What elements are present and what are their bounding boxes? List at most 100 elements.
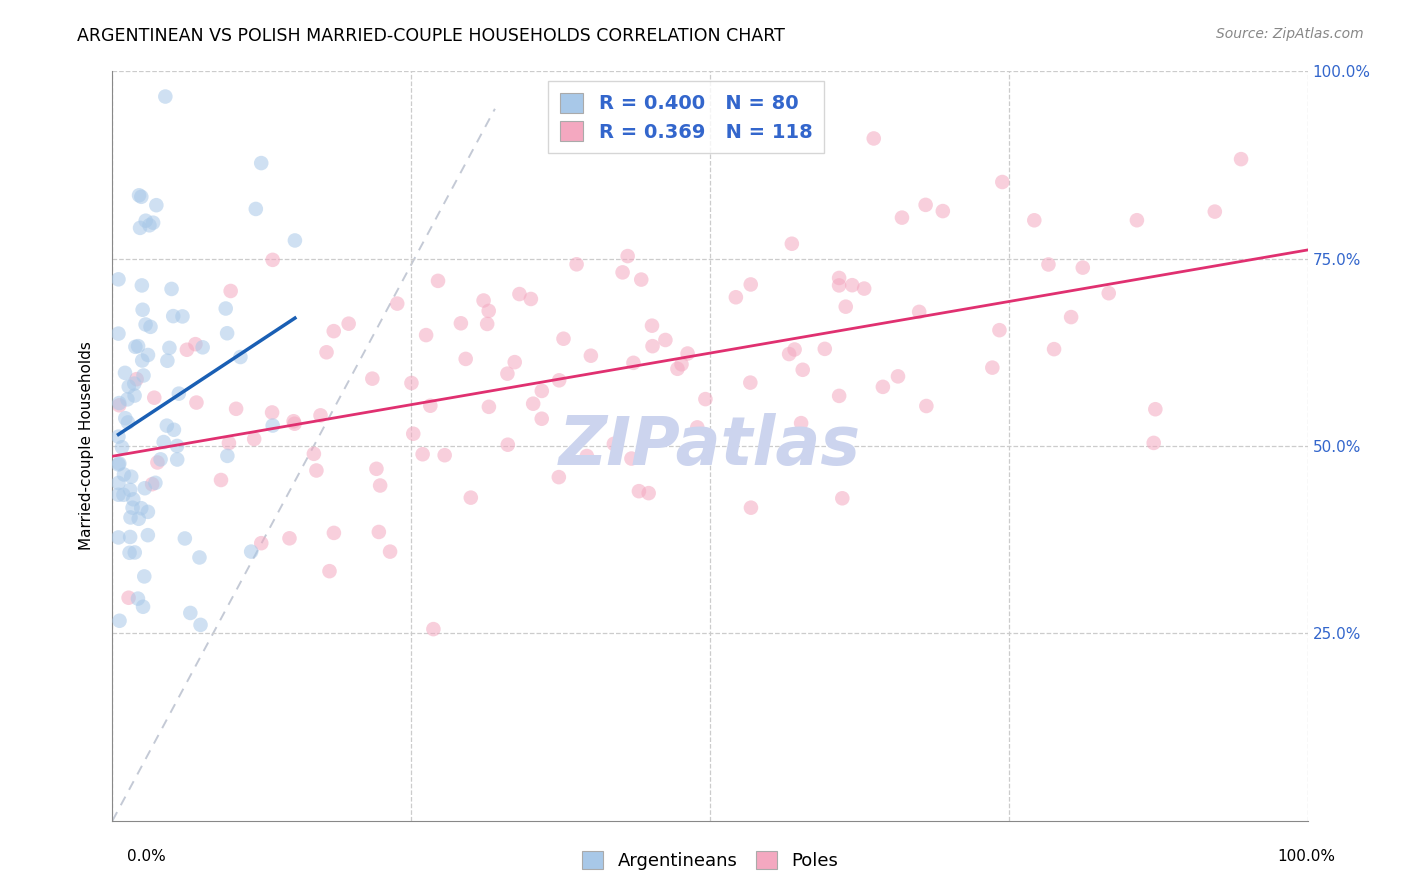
- Point: [111, 440, 134, 454]
- Point: [778, 347, 800, 361]
- Point: [671, 357, 693, 371]
- Point: [1126, 213, 1149, 227]
- Point: [117, 416, 139, 430]
- Point: [828, 271, 851, 285]
- Point: [322, 525, 344, 540]
- Point: [243, 432, 266, 446]
- Point: [108, 457, 131, 471]
- Point: [108, 398, 131, 412]
- Point: [579, 349, 602, 363]
- Point: [107, 475, 129, 490]
- Point: [401, 376, 423, 390]
- Point: [641, 339, 664, 353]
- Point: [156, 353, 179, 368]
- Point: [419, 399, 441, 413]
- Point: [136, 505, 159, 519]
- Point: [219, 284, 242, 298]
- Point: [262, 252, 284, 267]
- Point: [641, 318, 664, 333]
- Point: [128, 188, 150, 202]
- Point: [315, 345, 337, 359]
- Point: [191, 340, 214, 354]
- Point: [209, 473, 232, 487]
- Point: [120, 469, 142, 483]
- Point: [229, 350, 252, 364]
- Point: [172, 310, 194, 324]
- Point: [366, 462, 388, 476]
- Point: [225, 401, 247, 416]
- Point: [472, 293, 495, 308]
- Point: [124, 388, 146, 402]
- Point: [1038, 257, 1060, 271]
- Point: [143, 391, 166, 405]
- Point: [149, 452, 172, 467]
- Point: [841, 278, 863, 293]
- Point: [548, 373, 571, 387]
- Point: [309, 409, 332, 423]
- Point: [666, 361, 689, 376]
- Point: [988, 323, 1011, 337]
- Point: [530, 384, 553, 398]
- Point: [367, 524, 389, 539]
- Point: [127, 591, 149, 606]
- Point: [108, 396, 131, 410]
- Point: [107, 488, 129, 502]
- Point: [142, 216, 165, 230]
- Point: [322, 324, 344, 338]
- Point: [991, 175, 1014, 189]
- Point: [612, 265, 634, 279]
- Point: [676, 346, 699, 360]
- Point: [337, 317, 360, 331]
- Point: [654, 333, 676, 347]
- Point: [623, 356, 645, 370]
- Point: [740, 277, 762, 292]
- Point: [166, 452, 188, 467]
- Point: [914, 198, 936, 212]
- Point: [129, 220, 152, 235]
- Point: [630, 272, 652, 286]
- Point: [131, 278, 153, 293]
- Point: [134, 569, 156, 583]
- Point: [176, 343, 198, 357]
- Point: [125, 372, 148, 386]
- Point: [402, 426, 425, 441]
- Point: [217, 449, 239, 463]
- Point: [112, 467, 135, 482]
- Point: [146, 455, 169, 469]
- Point: [828, 278, 851, 293]
- Point: [835, 300, 858, 314]
- Point: [156, 418, 179, 433]
- Point: [162, 309, 184, 323]
- Point: [828, 389, 851, 403]
- Point: [122, 492, 145, 507]
- Point: [166, 439, 188, 453]
- Point: [179, 606, 201, 620]
- Point: [932, 204, 955, 219]
- Point: [107, 429, 129, 443]
- Point: [915, 399, 938, 413]
- Point: [120, 510, 142, 524]
- Text: 0.0%: 0.0%: [127, 849, 166, 863]
- Point: [217, 326, 239, 341]
- Point: [160, 282, 183, 296]
- Point: [603, 437, 626, 451]
- Point: [427, 274, 450, 288]
- Point: [790, 416, 813, 430]
- Point: [118, 546, 141, 560]
- Point: [686, 420, 709, 434]
- Point: [1144, 402, 1167, 417]
- Point: [1043, 342, 1066, 356]
- Point: [1024, 213, 1046, 227]
- Point: [814, 342, 837, 356]
- Point: [152, 435, 174, 450]
- Point: [167, 386, 190, 401]
- Y-axis label: Married-couple Households: Married-couple Households: [79, 342, 94, 550]
- Point: [163, 423, 186, 437]
- Text: 100.0%: 100.0%: [1278, 849, 1336, 863]
- Point: [740, 376, 762, 390]
- Point: [1060, 310, 1083, 324]
- Point: [122, 376, 145, 391]
- Point: [478, 304, 501, 318]
- Point: [520, 292, 543, 306]
- Point: [132, 599, 155, 614]
